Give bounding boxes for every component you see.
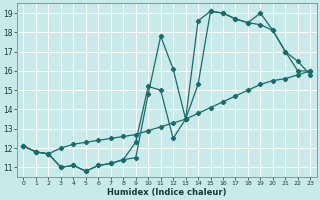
X-axis label: Humidex (Indice chaleur): Humidex (Indice chaleur) xyxy=(107,188,227,197)
